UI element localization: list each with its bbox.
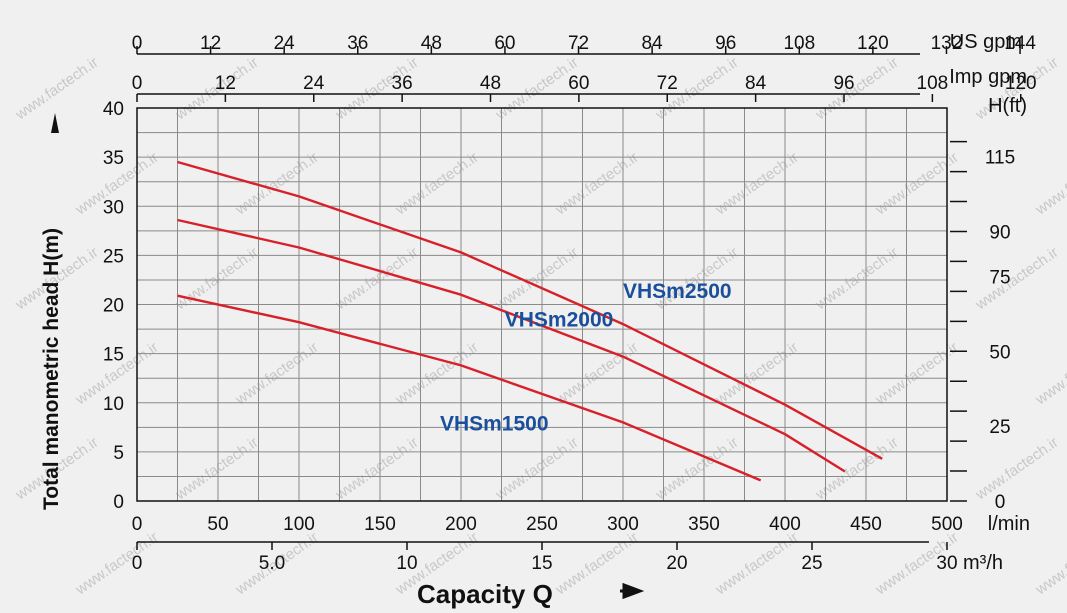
us-gpm-tick-label: 144 (1004, 33, 1036, 54)
series-line-VHSm1500 (177, 294, 762, 482)
series-label-VHSm2000: VHSm2000 (505, 308, 614, 331)
watermark-text: www.factech.ir (652, 434, 742, 504)
x-tick-label: 100 (283, 514, 315, 535)
watermark-text: www.factech.ir (712, 149, 802, 219)
imp-gpm-tick-label: 120 (1005, 73, 1037, 94)
imp-gpm-tick-label: 24 (303, 73, 325, 94)
x-tick-label: 450 (850, 514, 882, 535)
imp-gpm-tick-label: 72 (657, 73, 678, 94)
us-gpm-tick-label: 36 (347, 33, 368, 54)
y-tick-label: 40 (103, 99, 124, 120)
us-gpm-tick-label: 72 (568, 33, 589, 54)
y-axis-arrow-icon (51, 113, 59, 133)
y-tick-label: 20 (103, 296, 124, 317)
y-tick-label: 35 (103, 148, 124, 169)
y-tick-label: 10 (103, 394, 124, 415)
ft-tick-label: 90 (989, 222, 1010, 243)
watermark-text: www.factech.ir (972, 244, 1062, 314)
ft-tick-label: 75 (989, 267, 1010, 288)
ft-tick-label: 115 (985, 148, 1015, 169)
imp-gpm-tick-label: 108 (917, 73, 949, 94)
watermark-text: www.factech.ir (552, 339, 642, 409)
ft-tick-label: 50 (989, 342, 1010, 363)
imp-gpm-tick-label: 60 (568, 73, 589, 94)
y-tick-label: 25 (103, 246, 124, 267)
imp-gpm-unit-label: Imp gpm (949, 66, 1027, 88)
us-gpm-tick-label: 24 (274, 33, 296, 54)
watermark-text: www.factech.ir (12, 54, 102, 124)
watermark-text: www.factech.ir (552, 149, 642, 219)
watermark-text: www.factech.ir (492, 434, 582, 504)
series-label-VHSm1500: VHSm1500 (440, 412, 549, 435)
series-line-VHSm2500 (177, 160, 883, 460)
x-tick-label: 300 (607, 514, 639, 535)
x-tick-label: 0 (132, 514, 143, 535)
plot-frame (136, 107, 948, 502)
us-gpm-tick-label: 96 (715, 33, 736, 54)
watermark-text: www.factech.ir (1032, 339, 1067, 409)
y-tick-label: 5 (113, 443, 124, 464)
ft-unit-label: H(ft) (988, 95, 1027, 117)
x-axis-title: Capacity Q (417, 579, 553, 609)
watermark-text: www.factech.ir (172, 434, 262, 504)
x-tick-label: 400 (769, 514, 801, 535)
us-gpm-unit-label: US gpm (950, 31, 1022, 53)
x-tick-label: 250 (526, 514, 558, 535)
m3h-tick-label: 30 (936, 553, 957, 574)
watermark-text: www.factech.ir (972, 434, 1062, 504)
us-gpm-tick-label: 120 (857, 33, 889, 54)
imp-gpm-tick-label: 0 (132, 73, 143, 94)
m3h-tick-label: 15 (531, 553, 552, 574)
watermark-text: www.factech.ir (872, 339, 962, 409)
series-label-VHSm2500: VHSm2500 (623, 280, 732, 303)
y-axis-title: Total manometric head H(m) (40, 228, 63, 510)
x-tick-label: 350 (688, 514, 720, 535)
y-tick-label: 30 (103, 197, 124, 218)
imp-gpm-tick-label: 36 (392, 73, 413, 94)
watermark-text: www.factech.ir (872, 149, 962, 219)
watermark-text: www.factech.ir (712, 529, 802, 599)
x-tick-label: 500 (931, 514, 963, 535)
watermark-text: www.factech.ir (392, 149, 482, 219)
ft-tick-label: 0 (995, 492, 1006, 513)
us-gpm-tick-label: 60 (494, 33, 515, 54)
m3h-tick-label: 20 (666, 553, 687, 574)
watermark-text: www.factech.ir (492, 244, 582, 314)
imp-gpm-tick-label: 48 (480, 73, 501, 94)
watermark-text: www.factech.ir (232, 149, 322, 219)
x-unit-label: l/min (988, 513, 1030, 535)
imp-gpm-tick-label: 84 (745, 73, 767, 94)
x-tick-label: 50 (207, 514, 228, 535)
m3h-tick-label: 0 (132, 553, 143, 574)
x-tick-label: 150 (364, 514, 396, 535)
us-gpm-tick-label: 132 (931, 33, 963, 54)
watermark-text: www.factech.ir (232, 339, 322, 409)
y-tick-label: 15 (103, 345, 124, 366)
watermark-text: www.factech.ir (332, 434, 422, 504)
us-gpm-tick-label: 12 (200, 33, 221, 54)
x-axis-arrow-icon (620, 582, 645, 600)
watermark-text: www.factech.ir (1032, 529, 1067, 599)
ft-tick-label: 25 (989, 417, 1010, 438)
m3h-tick-label: 10 (396, 553, 417, 574)
m3h-unit-label: m³/h (963, 552, 1003, 574)
m3h-tick-label: 25 (801, 553, 822, 574)
imp-gpm-tick-label: 96 (833, 73, 854, 94)
us-gpm-tick-label: 108 (783, 33, 815, 54)
m3h-tick-label: 5.0 (259, 553, 285, 574)
series-line-VHSm2000 (177, 218, 846, 473)
watermark-text: www.factech.ir (1032, 149, 1067, 219)
us-gpm-tick-label: 48 (421, 33, 442, 54)
us-gpm-tick-label: 84 (642, 33, 664, 54)
watermark-text: www.factech.ir (72, 529, 162, 599)
imp-gpm-tick-label: 12 (215, 73, 236, 94)
x-tick-label: 200 (445, 514, 477, 535)
y-tick-label: 0 (113, 492, 124, 513)
us-gpm-tick-label: 0 (132, 33, 143, 54)
